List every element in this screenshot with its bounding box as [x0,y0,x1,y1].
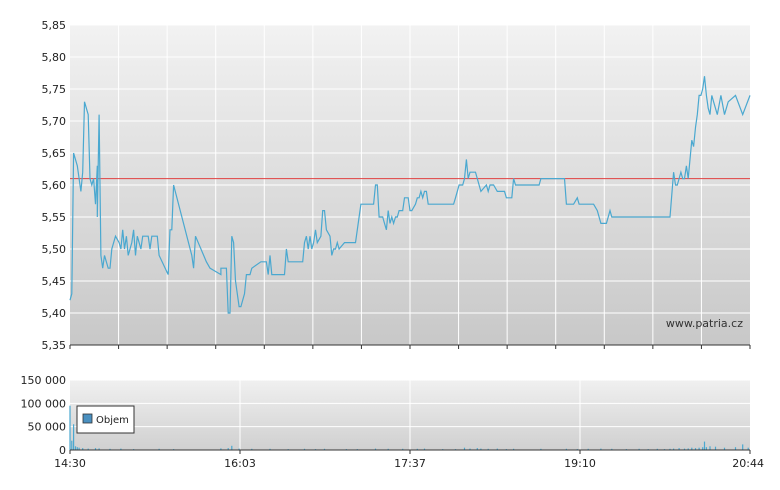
volume-bar [742,444,744,450]
volume-bar [513,448,515,450]
x-tick-label: 17:37 [394,457,426,470]
volume-bar [387,448,389,450]
price-y-tick-label: 5,45 [42,275,67,288]
volume-bar [476,448,478,450]
price-y-tick-label: 5,55 [42,211,67,224]
volume-bar [323,448,326,450]
volume-bar [76,447,78,450]
volume-bar [220,448,222,450]
price-y-tick-label: 5,40 [42,307,67,320]
volume-bar [611,448,613,450]
volume-bar [714,446,717,450]
volume-bar [540,448,542,450]
volume-y-tick-label: 150 000 [21,374,67,387]
volume-bar [747,447,749,450]
volume-bar [74,446,77,450]
price-y-tick-label: 5,35 [42,339,67,352]
volume-bar [82,448,84,450]
volume-bar [691,447,693,450]
volume-bar [78,447,80,450]
x-tick-label: 14:30 [54,457,86,470]
volume-bar [98,448,100,450]
price-y-tick-label: 5,85 [42,19,67,32]
volume-bar [87,448,89,450]
volume-bar [487,448,489,450]
volume-bar [94,448,97,450]
price-grid [70,24,750,345]
volume-y-axis: 0 50 000 100 000 150 000 [21,374,67,457]
volume-bar [238,448,240,450]
volume-bar [71,440,73,450]
volume-y-tick-label: 50 000 [28,421,67,434]
volume-bar [73,424,75,450]
volume-bar [469,448,471,450]
volume-bar [69,405,71,450]
volume-bar [694,448,697,450]
volume-bar [109,448,111,450]
volume-bar [303,448,306,450]
volume-bar [402,448,404,450]
volume-bar [416,448,418,450]
volume-bar [698,447,700,450]
price-panel: 5,35 5,40 5,45 5,50 5,55 5,60 5,65 5,70 5,75 5,80… [42,19,751,352]
volume-legend: Objem [76,405,135,434]
volume-bar [734,447,737,450]
volume-bar [231,445,233,450]
volume-bar [656,448,658,450]
legend-swatch [82,413,93,424]
volume-bar [723,447,726,450]
price-y-tick-label: 5,70 [42,115,67,128]
volume-bar [496,448,498,450]
volume-bar [120,448,122,450]
volume-bar [669,448,671,450]
volume-bar [480,448,482,450]
volume-bar [251,448,253,450]
volume-bar [463,447,466,450]
volume-panel: 0 50 000 100 000 150 000 14:30 16:03 17:37 19:… [21,374,765,470]
x-tick-label: 19:10 [564,457,596,470]
price-y-tick-label: 5,65 [42,147,67,160]
volume-bar [565,448,567,450]
volume-bar [227,448,229,450]
price-x-tick-marks [69,345,751,349]
volume-bar [683,448,686,450]
price-y-tick-label: 5,80 [42,51,67,64]
volume-grid [70,379,750,450]
volume-bar [638,448,640,450]
price-y-tick-label: 5,75 [42,83,67,96]
volume-bar [423,448,426,450]
volume-bar [709,446,711,450]
x-tick-label: 20:44 [732,457,764,470]
volume-bar [687,448,689,450]
time-axis-labels: 14:30 16:03 17:37 19:10 20:44 [54,450,764,470]
x-tick-label: 16:03 [224,457,256,470]
volume-y-tick-label: 0 [59,444,66,457]
volume-bar [702,447,704,450]
volume-bar [158,448,160,450]
volume-bar [673,448,675,450]
legend-label: Objem [96,415,129,426]
volume-bar [703,441,706,450]
volume-bar [374,448,377,450]
price-y-tick-label: 5,60 [42,179,67,192]
volume-bar [705,447,707,450]
volume-y-tick-label: 100 000 [21,397,67,410]
watermark: www.patria.cz [666,317,743,330]
volume-bar [269,448,271,450]
price-y-axis: 5,35 5,40 5,45 5,50 5,55 5,60 5,65 5,70 5,75 5,80… [42,19,67,352]
price-y-tick-label: 5,50 [42,243,67,256]
volume-bar [587,448,589,450]
volume-bar [678,448,680,450]
volume-bar [600,448,602,450]
price-series-line [69,76,751,314]
